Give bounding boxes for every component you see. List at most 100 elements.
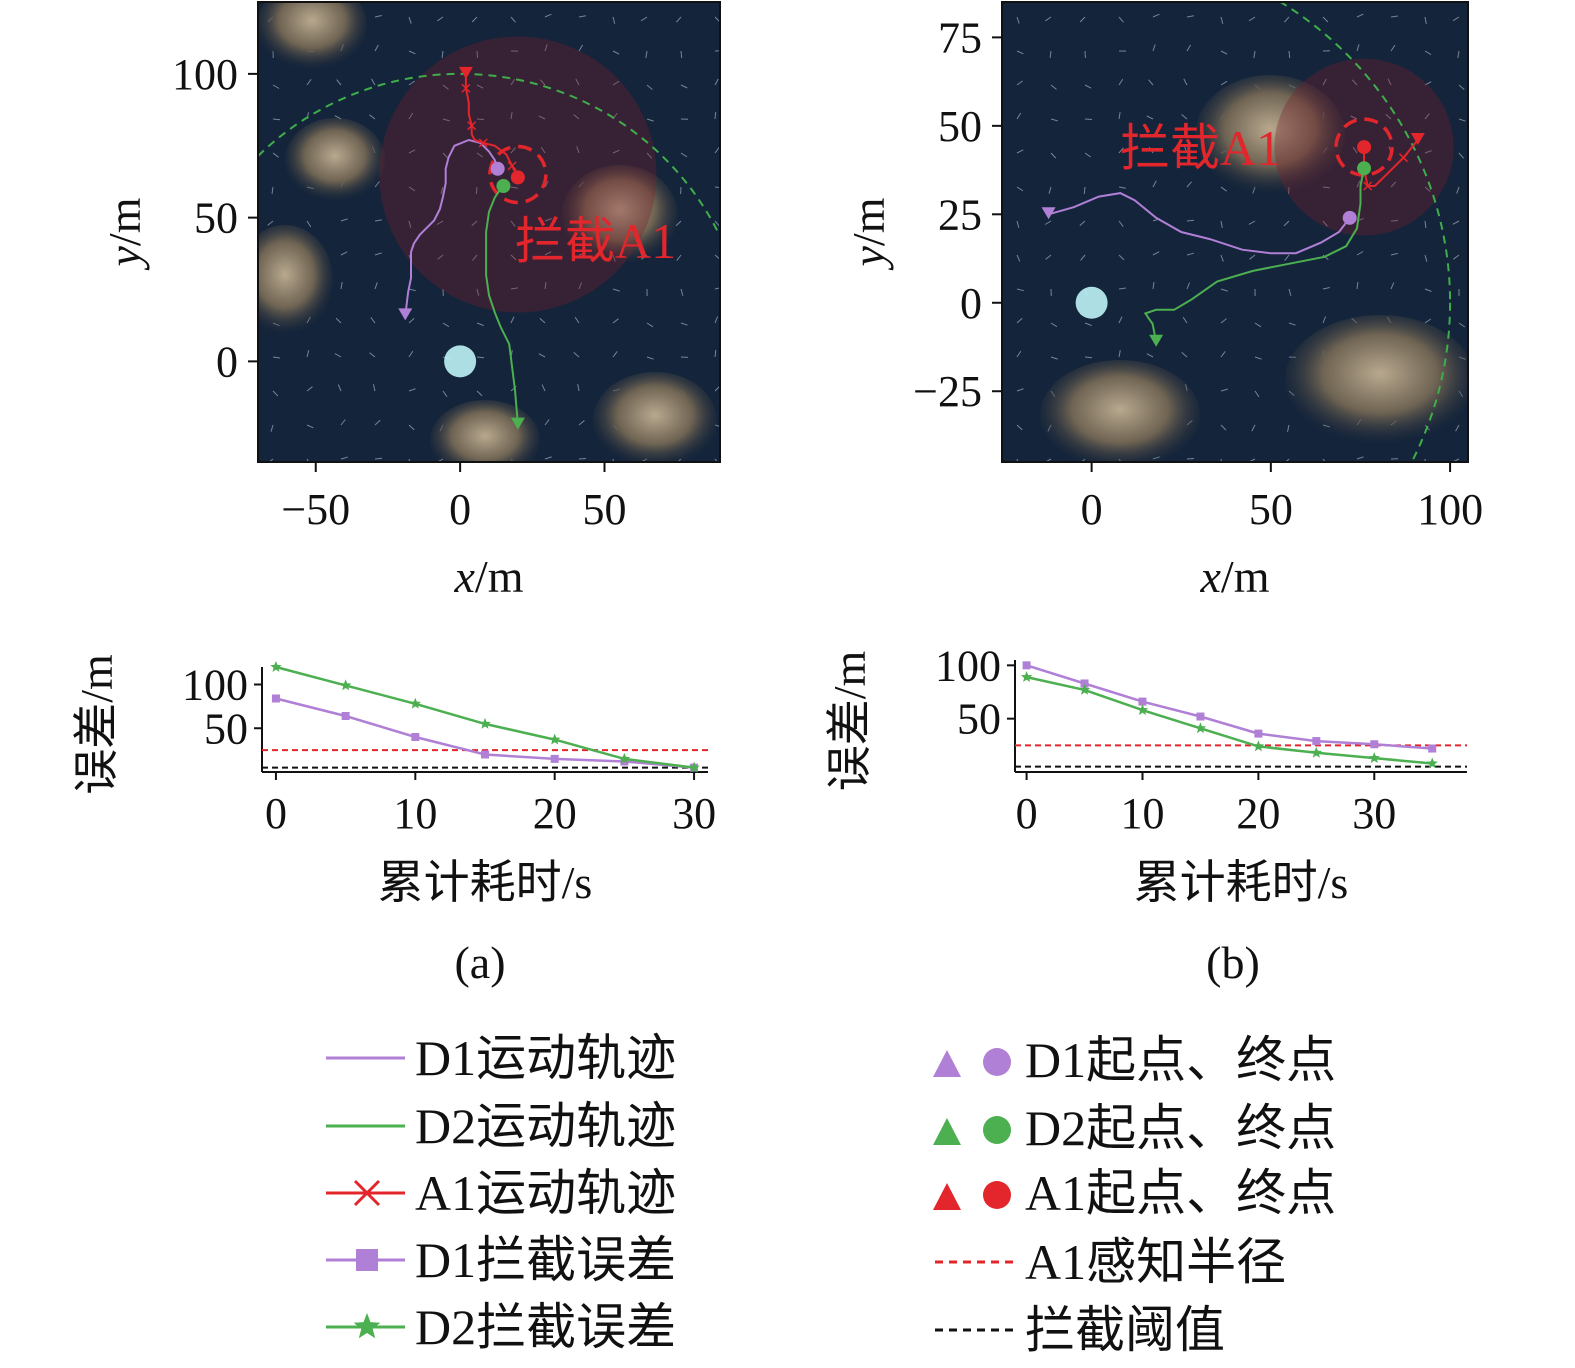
field-arrow [1220,424,1227,431]
intercept-ring [488,144,548,205]
field-arrow [1458,152,1464,159]
trajectory-a1 [464,73,519,178]
field-arrow [369,352,376,358]
field-arrow [1186,181,1192,188]
field-arrow [1016,350,1022,358]
field-arrow [544,180,549,188]
field-arrow [1084,356,1093,359]
field-arrow [1016,220,1020,228]
field-arrow [1390,220,1399,222]
field-arrow [442,322,450,328]
field-arrow [1287,424,1290,432]
error-point-d1 [411,733,420,741]
start-marker-a1 [458,66,473,79]
field-arrow [408,50,416,55]
field-arrow [1118,186,1126,189]
field-arrow [680,50,683,59]
field-arrow [1220,16,1224,24]
field-arrow [1220,220,1223,228]
field-arrow [337,384,342,392]
field-arrow [1424,318,1431,324]
field-arrow [1322,220,1328,227]
error-point-d2 [479,717,491,729]
field-arrow [408,112,414,120]
field-arrow [476,322,484,326]
start-marker-d1 [1041,207,1056,220]
legend-label: 拦截阈值 [1025,1302,1225,1358]
field-arrow [267,220,274,226]
x-axis-label: 累计耗时/s [1134,857,1349,908]
field-arrow [544,282,547,290]
error-point-d2 [1368,752,1380,763]
x-tick-label: 50 [1249,485,1293,534]
field-arrow [573,114,580,120]
error-point-d2 [549,733,561,745]
x-axis-label: x/m [1200,551,1270,602]
x-tick-label: 0 [1016,789,1038,838]
start-marker-d1 [398,308,413,321]
field-arrow [1045,254,1052,260]
field-arrow [1118,287,1126,290]
field-arrow [1048,186,1052,194]
field-arrow [408,220,412,228]
legend-label: D1拦截误差 [415,1232,676,1288]
field-arrow [578,458,587,460]
field-arrow [1118,220,1124,227]
field-arrow [1016,317,1023,324]
field-arrow [1424,81,1432,86]
field-arrow [544,419,550,426]
legend-item-d1-error: D1拦截误差 [326,1232,676,1288]
error-point-d2 [1194,722,1207,734]
field-arrow [1322,186,1330,189]
field-arrow [612,50,620,55]
rock [1285,315,1468,445]
legend-label: D2起点、终点 [1025,1100,1336,1156]
field-arrow [675,16,682,23]
field-arrow [1390,282,1395,290]
field-arrow [1186,282,1191,290]
field-arrow [1080,254,1086,261]
field-arrow [1220,80,1228,86]
field-arrow [1288,288,1292,296]
field-arrow [578,44,584,52]
field-arrow [1390,44,1396,52]
field-arrow [1356,44,1360,52]
field-arrow [1288,50,1291,59]
field-arrow [1016,112,1022,120]
map-panel-b: 0 50 100 −25 0 25 50 75 x/m y/m 拦截A1 [843,1,1483,602]
field-arrow [1084,118,1093,120]
field-arrow [1424,186,1431,192]
field-arrow [1456,186,1460,194]
field-arrow [1322,316,1327,324]
field-arrow [1186,219,1195,222]
field-arrow [612,351,618,358]
field-arrow [1152,282,1155,290]
field-arrow [575,78,580,86]
field-arrow [442,84,449,90]
x-tick-label: 20 [533,789,577,838]
field-arrow [476,390,483,397]
legend-label: A1起点、终点 [1025,1165,1336,1221]
field-arrow [408,458,411,462]
error-point-d1 [1428,744,1437,753]
field-arrow [436,16,444,22]
field-arrow [1050,322,1058,328]
field-arrow [1254,322,1262,328]
y-tick-label: 50 [938,102,982,151]
error-point-d2 [618,752,631,764]
y-tick-label: 75 [938,13,982,62]
field-arrow [539,317,546,324]
field-arrow [1016,149,1024,154]
field-arrow [680,322,688,326]
field-arrow [1220,388,1228,392]
field-arrow [1050,356,1058,360]
rock [258,225,333,335]
legend-label: A1感知半径 [1025,1234,1286,1290]
field-arrow [1016,80,1023,86]
field-arrow [1016,458,1019,462]
trajectory-d2 [485,185,519,425]
field-arrow [510,147,516,154]
field-arrow [510,254,517,261]
field-arrow [1249,254,1256,260]
